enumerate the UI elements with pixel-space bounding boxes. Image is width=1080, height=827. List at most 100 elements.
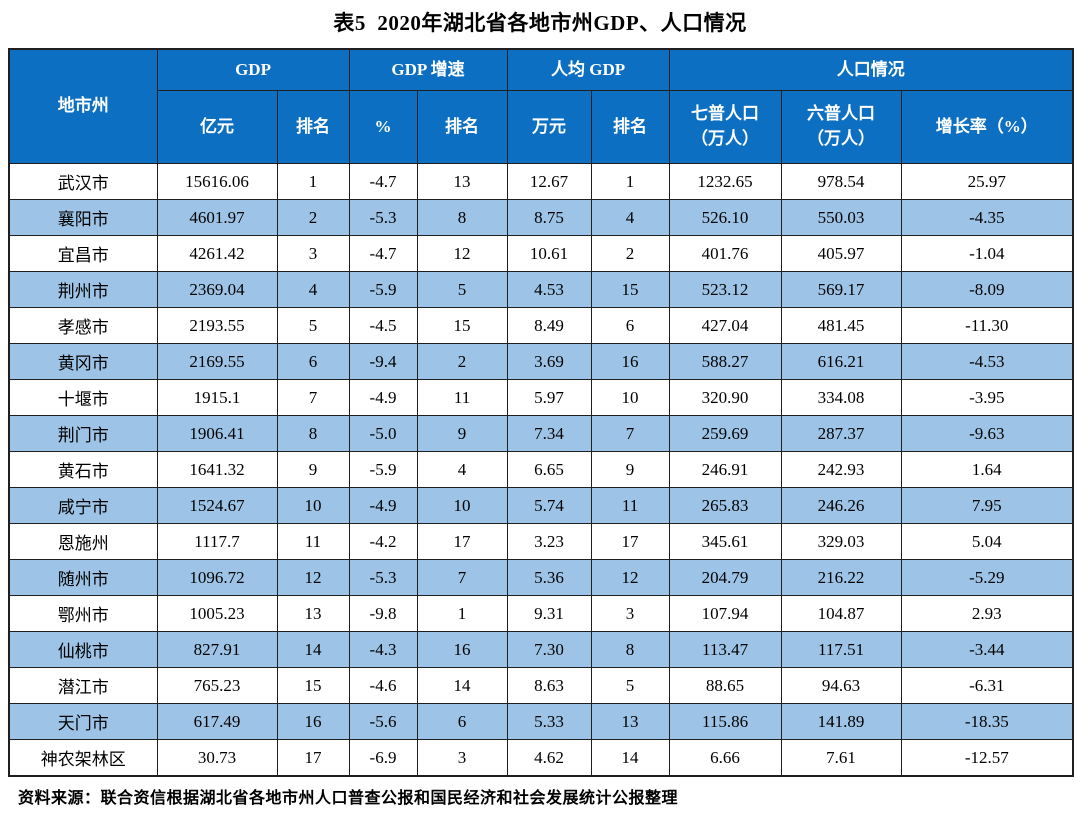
subheader-pop7: 七普人口 （万人） <box>668 90 782 164</box>
cell-pop7: 88.65 <box>668 667 782 704</box>
cell-pop_growth_pct: -18.35 <box>900 703 1074 740</box>
cell-pop7: 265.83 <box>668 487 782 524</box>
table-row: 仙桃市 827.91 14 -4.3 16 7.30 8 113.47 117.51 -3.44 <box>8 631 1074 668</box>
cell-gdp_yi: 2169.55 <box>156 343 278 380</box>
cell-pop7: 113.47 <box>668 631 782 668</box>
table-header: 地市州 GDP GDP 增速 人均 GDP 人口情况 亿元 排名 % 排名 万元… <box>8 48 1074 164</box>
cell-gdp_yi: 30.73 <box>156 739 278 777</box>
cell-percapita_rank: 13 <box>590 703 670 740</box>
cell-pop7: 1232.65 <box>668 163 782 200</box>
cell-percapita_rank: 2 <box>590 235 670 272</box>
cell-pop_growth_pct: -8.09 <box>900 271 1074 308</box>
cell-growth_pct: -5.6 <box>348 703 418 740</box>
cell-percapita_wan: 8.75 <box>506 199 592 236</box>
cell-growth_rank: 12 <box>416 235 508 272</box>
table-row: 神农架林区 30.73 17 -6.9 3 4.62 14 6.66 7.61 -12.57 <box>8 739 1074 777</box>
cell-region: 武汉市 <box>8 163 158 200</box>
cell-pop_growth_pct: -5.29 <box>900 559 1074 596</box>
cell-pop6: 616.21 <box>780 343 902 380</box>
cell-pop6: 978.54 <box>780 163 902 200</box>
cell-region: 荆门市 <box>8 415 158 452</box>
cell-growth_rank: 13 <box>416 163 508 200</box>
cell-pop6: 569.17 <box>780 271 902 308</box>
table-row: 荆门市 1906.41 8 -5.0 9 7.34 7 259.69 287.37 -9.63 <box>8 415 1074 452</box>
table-row: 天门市 617.49 16 -5.6 6 5.33 13 115.86 141.89 -18.35 <box>8 703 1074 740</box>
cell-percapita_rank: 7 <box>590 415 670 452</box>
header-group-gdp: GDP <box>156 48 350 91</box>
cell-pop7: 204.79 <box>668 559 782 596</box>
cell-growth_pct: -5.3 <box>348 559 418 596</box>
cell-region: 仙桃市 <box>8 631 158 668</box>
cell-growth_rank: 10 <box>416 487 508 524</box>
cell-gdp_yi: 4601.97 <box>156 199 278 236</box>
cell-gdp_rank: 13 <box>276 595 350 632</box>
cell-pop7: 320.90 <box>668 379 782 416</box>
cell-growth_pct: -6.9 <box>348 739 418 777</box>
cell-pop_growth_pct: 1.64 <box>900 451 1074 488</box>
cell-pop6: 329.03 <box>780 523 902 560</box>
cell-percapita_wan: 8.63 <box>506 667 592 704</box>
cell-gdp_rank: 6 <box>276 343 350 380</box>
cell-growth_rank: 2 <box>416 343 508 380</box>
cell-pop6: 405.97 <box>780 235 902 272</box>
header-group-population: 人口情况 <box>668 48 1074 91</box>
cell-growth_pct: -4.3 <box>348 631 418 668</box>
cell-growth_pct: -4.2 <box>348 523 418 560</box>
cell-pop_growth_pct: -9.63 <box>900 415 1074 452</box>
subheader-gdp-yiyuan: 亿元 <box>156 90 278 164</box>
cell-region: 宜昌市 <box>8 235 158 272</box>
cell-region: 神农架林区 <box>8 739 158 777</box>
cell-growth_rank: 3 <box>416 739 508 777</box>
cell-percapita_wan: 5.74 <box>506 487 592 524</box>
cell-region: 潜江市 <box>8 667 158 704</box>
gdp-population-table: 地市州 GDP GDP 增速 人均 GDP 人口情况 亿元 排名 % 排名 万元… <box>8 48 1075 777</box>
cell-pop_growth_pct: 7.95 <box>900 487 1074 524</box>
cell-percapita_wan: 5.33 <box>506 703 592 740</box>
cell-pop6: 242.93 <box>780 451 902 488</box>
cell-gdp_yi: 1906.41 <box>156 415 278 452</box>
cell-region: 黄冈市 <box>8 343 158 380</box>
cell-gdp_rank: 8 <box>276 415 350 452</box>
cell-growth_pct: -9.8 <box>348 595 418 632</box>
cell-percapita_wan: 4.53 <box>506 271 592 308</box>
subheader-percapita-rank: 排名 <box>590 90 670 164</box>
table-row: 黄石市 1641.32 9 -5.9 4 6.65 9 246.91 242.93 1.64 <box>8 451 1074 488</box>
cell-growth_rank: 15 <box>416 307 508 344</box>
cell-percapita_wan: 5.36 <box>506 559 592 596</box>
cell-pop_growth_pct: -1.04 <box>900 235 1074 272</box>
cell-gdp_yi: 1524.67 <box>156 487 278 524</box>
header-group-row: 地市州 GDP GDP 增速 人均 GDP 人口情况 <box>8 48 1074 164</box>
cell-pop_growth_pct: -11.30 <box>900 307 1074 344</box>
cell-percapita_wan: 5.97 <box>506 379 592 416</box>
cell-growth_pct: -5.3 <box>348 199 418 236</box>
cell-gdp_rank: 2 <box>276 199 350 236</box>
cell-percapita_rank: 6 <box>590 307 670 344</box>
cell-growth_rank: 4 <box>416 451 508 488</box>
cell-pop6: 550.03 <box>780 199 902 236</box>
cell-percapita_rank: 9 <box>590 451 670 488</box>
cell-gdp_yi: 15616.06 <box>156 163 278 200</box>
subheader-pop6: 六普人口 （万人） <box>780 90 902 164</box>
cell-pop7: 345.61 <box>668 523 782 560</box>
cell-pop6: 104.87 <box>780 595 902 632</box>
cell-percapita_rank: 10 <box>590 379 670 416</box>
table-row: 武汉市 15616.06 1 -4.7 13 12.67 1 1232.65 978.54 25.… <box>8 163 1074 200</box>
cell-gdp_yi: 1005.23 <box>156 595 278 632</box>
header-sub-row: 亿元 排名 % 排名 万元 排名 七普人口 （万人） 六普人口 （万人） 增长率… <box>9 90 1074 164</box>
table-row: 宜昌市 4261.42 3 -4.7 12 10.61 2 401.76 405.97 -1.04 <box>8 235 1074 272</box>
cell-growth_pct: -4.9 <box>348 487 418 524</box>
cell-growth_rank: 16 <box>416 631 508 668</box>
cell-pop_growth_pct: 5.04 <box>900 523 1074 560</box>
cell-percapita_rank: 4 <box>590 199 670 236</box>
cell-region: 孝感市 <box>8 307 158 344</box>
cell-pop6: 94.63 <box>780 667 902 704</box>
header-region: 地市州 <box>8 48 158 164</box>
cell-growth_rank: 5 <box>416 271 508 308</box>
cell-growth_pct: -4.5 <box>348 307 418 344</box>
table-title: 表5 2020年湖北省各地市州GDP、人口情况 <box>333 11 747 35</box>
cell-gdp_yi: 1096.72 <box>156 559 278 596</box>
cell-percapita_wan: 4.62 <box>506 739 592 777</box>
cell-gdp_rank: 16 <box>276 703 350 740</box>
cell-gdp_yi: 2193.55 <box>156 307 278 344</box>
